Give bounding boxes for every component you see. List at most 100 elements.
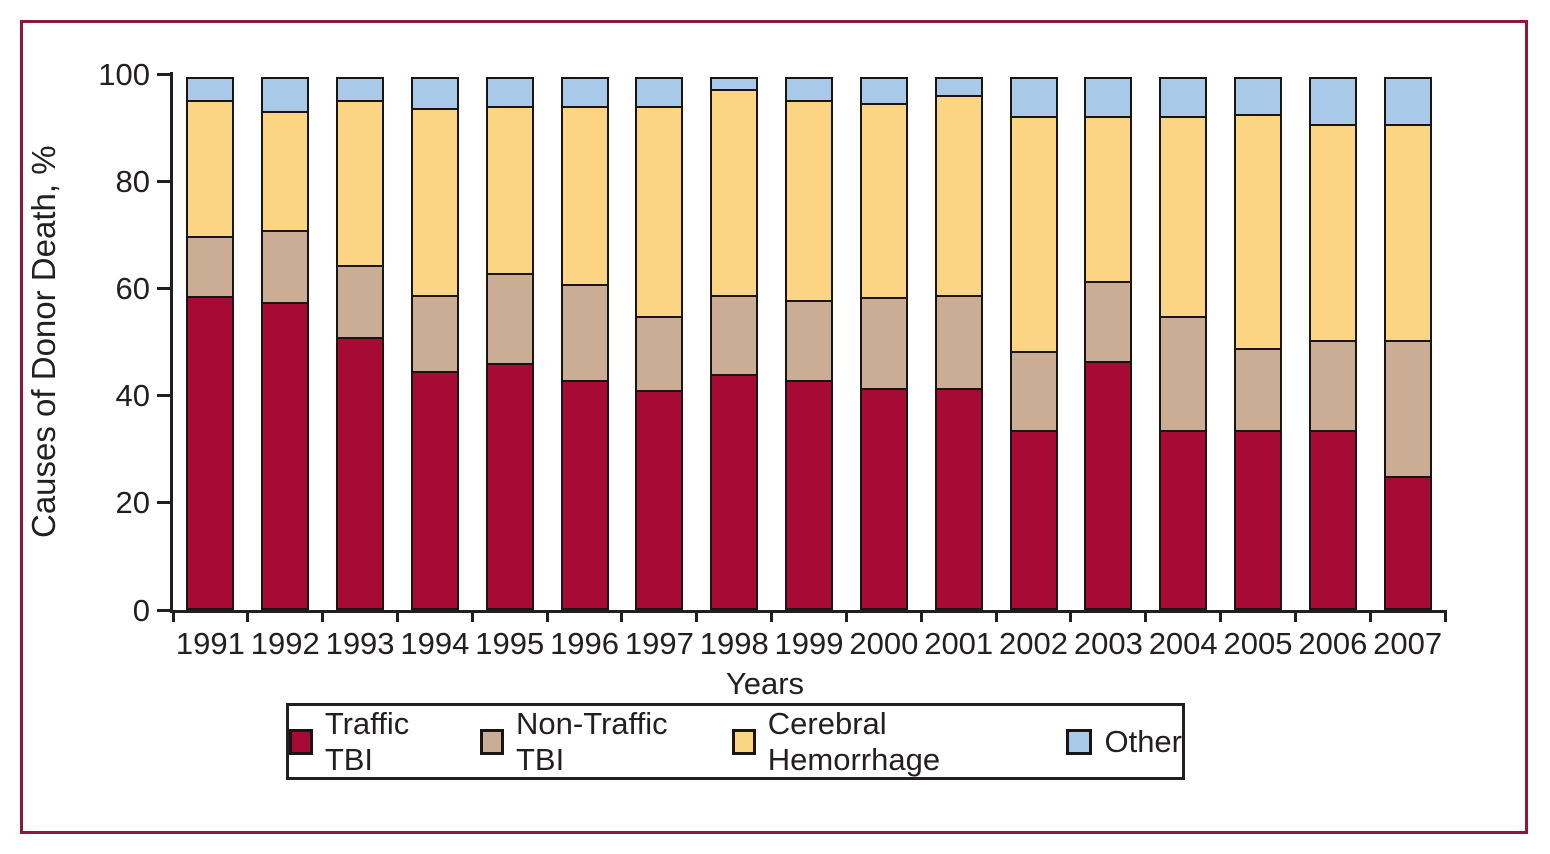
bar-segment-other bbox=[934, 77, 983, 96]
y-tick: 20 bbox=[67, 483, 170, 523]
year-label-2005: 2005 bbox=[1223, 626, 1293, 661]
bar-segment-cerebral-hemorrhage bbox=[710, 89, 759, 296]
legend-label: Non-Traffic TBI bbox=[516, 705, 668, 777]
stacked-bar-2002 bbox=[1009, 74, 1058, 610]
bar-segment-non-traffic-tbi bbox=[186, 235, 235, 298]
y-tick-label: 40 bbox=[115, 378, 150, 414]
x-tick-mark bbox=[395, 610, 399, 622]
bar-segment-other bbox=[1308, 77, 1357, 126]
bar-slot-1998 bbox=[697, 74, 772, 610]
bar-segment-other bbox=[560, 77, 609, 107]
bar-segment-cerebral-hemorrhage bbox=[485, 105, 534, 275]
bar-segment-non-traffic-tbi bbox=[1159, 316, 1208, 432]
bar-segment-traffic-tbi bbox=[1159, 430, 1208, 610]
stacked-bar-2001 bbox=[934, 74, 983, 610]
bar-segment-other bbox=[785, 77, 834, 102]
x-axis-line bbox=[170, 610, 1445, 613]
bar-segment-cerebral-hemorrhage bbox=[186, 100, 235, 237]
stacked-bar-2004 bbox=[1159, 74, 1208, 610]
year-label-2001: 2001 bbox=[924, 626, 994, 661]
bar-segment-other bbox=[336, 77, 385, 102]
legend-label: Cerebral Hemorrhage bbox=[767, 705, 941, 777]
bar-segment-cerebral-hemorrhage bbox=[785, 100, 834, 302]
bar-segment-non-traffic-tbi bbox=[859, 297, 908, 389]
legend-swatch bbox=[289, 728, 313, 755]
stacked-bar-1998 bbox=[710, 74, 759, 610]
y-tick-mark bbox=[157, 608, 170, 612]
year-label-2004: 2004 bbox=[1148, 626, 1218, 661]
x-tick-mark bbox=[545, 610, 549, 622]
stacked-bar-1995 bbox=[485, 74, 534, 610]
y-tick: 60 bbox=[67, 268, 170, 308]
bar-slot-2003 bbox=[1071, 74, 1146, 610]
bar-slot-2005 bbox=[1221, 74, 1296, 610]
bar-segment-traffic-tbi bbox=[1383, 476, 1432, 610]
bar-slot-1997 bbox=[622, 74, 697, 610]
y-tick-mark bbox=[157, 286, 170, 290]
bar-segment-cerebral-hemorrhage bbox=[261, 110, 310, 232]
bar-segment-cerebral-hemorrhage bbox=[1308, 124, 1357, 342]
bar-segment-cerebral-hemorrhage bbox=[336, 100, 385, 267]
x-tick-mark bbox=[919, 610, 923, 622]
legend-label: Other bbox=[1104, 723, 1182, 759]
legend-item-cerebral-hemorrhage: Cerebral Hemorrhage bbox=[731, 705, 1037, 778]
legend-label: Traffic TBI bbox=[324, 705, 410, 777]
legend-item-traffic-tbi: Traffic TBI bbox=[289, 706, 450, 778]
y-tick: 80 bbox=[67, 161, 170, 201]
stacked-bar-2007 bbox=[1383, 74, 1432, 610]
stacked-bar-2003 bbox=[1084, 74, 1133, 610]
bar-segment-other bbox=[1009, 77, 1058, 118]
bar-segment-traffic-tbi bbox=[485, 363, 534, 610]
x-axis-title: Years bbox=[725, 666, 805, 701]
bar-segment-traffic-tbi bbox=[261, 301, 310, 610]
bar-segment-other bbox=[485, 77, 534, 107]
legend-swatch bbox=[480, 728, 504, 755]
year-label-2007: 2007 bbox=[1373, 626, 1443, 661]
y-tick: 0 bbox=[67, 590, 170, 630]
bar-segment-traffic-tbi bbox=[410, 371, 459, 610]
year-label-1996: 1996 bbox=[550, 626, 620, 661]
stacked-bar-1994 bbox=[410, 74, 459, 610]
year-label-1998: 1998 bbox=[699, 626, 769, 661]
x-tick-mark bbox=[695, 610, 699, 622]
bar-segment-other bbox=[859, 77, 908, 104]
stacked-bar-2005 bbox=[1234, 74, 1282, 610]
bar-segment-traffic-tbi bbox=[785, 379, 834, 610]
bar-slot-1995 bbox=[472, 74, 547, 610]
bar-segment-non-traffic-tbi bbox=[410, 294, 459, 373]
y-tick-mark bbox=[157, 72, 170, 76]
x-tick-mark bbox=[171, 610, 175, 622]
y-tick-label: 0 bbox=[132, 592, 150, 628]
bar-segment-non-traffic-tbi bbox=[261, 230, 310, 303]
bar-segment-traffic-tbi bbox=[186, 296, 235, 610]
bar-slot-2004 bbox=[1146, 74, 1221, 610]
bar-segment-traffic-tbi bbox=[710, 374, 759, 610]
bar-segment-cerebral-hemorrhage bbox=[1234, 113, 1282, 350]
x-tick-mark bbox=[620, 610, 624, 622]
x-tick-mark bbox=[1293, 610, 1297, 622]
bar-segment-non-traffic-tbi bbox=[560, 284, 609, 381]
y-tick-label: 100 bbox=[98, 56, 150, 92]
bar-segment-non-traffic-tbi bbox=[1009, 351, 1058, 432]
year-label-1999: 1999 bbox=[774, 626, 844, 661]
bar-segment-non-traffic-tbi bbox=[1234, 348, 1282, 432]
year-label-1992: 1992 bbox=[250, 626, 320, 661]
bar-segment-non-traffic-tbi bbox=[336, 265, 385, 338]
bar-segment-traffic-tbi bbox=[1308, 430, 1357, 610]
bar-segment-traffic-tbi bbox=[1234, 430, 1282, 610]
bar-segment-traffic-tbi bbox=[635, 390, 684, 610]
x-tick-mark bbox=[1219, 610, 1223, 622]
year-label-2002: 2002 bbox=[999, 626, 1068, 661]
legend-item-other: Other bbox=[1066, 724, 1182, 760]
bar-segment-other bbox=[710, 77, 759, 91]
bar-segment-non-traffic-tbi bbox=[1308, 340, 1357, 432]
year-label-1993: 1993 bbox=[325, 626, 395, 661]
bar-slot-1992 bbox=[248, 74, 323, 610]
bar-slot-1999 bbox=[772, 74, 847, 610]
y-tick: 100 bbox=[67, 54, 170, 94]
stacked-bar-1999 bbox=[785, 74, 834, 610]
bar-segment-non-traffic-tbi bbox=[1084, 281, 1133, 362]
x-tick-mark bbox=[470, 610, 474, 622]
bar-segment-other bbox=[1383, 77, 1432, 126]
